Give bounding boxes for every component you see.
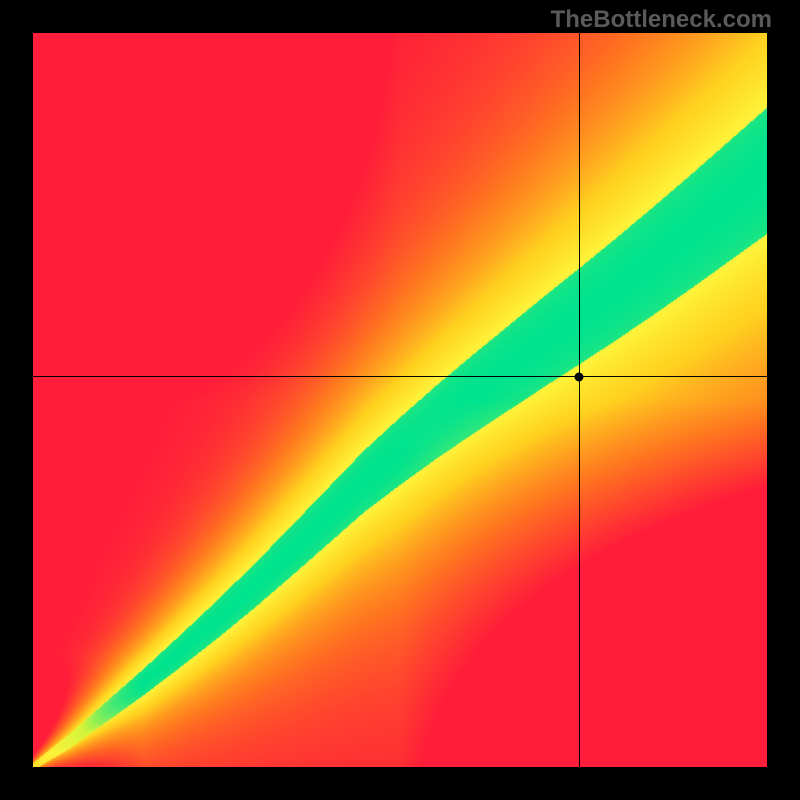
heatmap-canvas <box>33 33 767 767</box>
crosshair-vertical <box>579 33 580 767</box>
plot-area <box>33 33 767 767</box>
chart-container: TheBottleneck.com <box>0 0 800 800</box>
crosshair-horizontal <box>33 376 767 377</box>
watermark-text: TheBottleneck.com <box>551 6 772 34</box>
crosshair-marker <box>575 372 584 381</box>
